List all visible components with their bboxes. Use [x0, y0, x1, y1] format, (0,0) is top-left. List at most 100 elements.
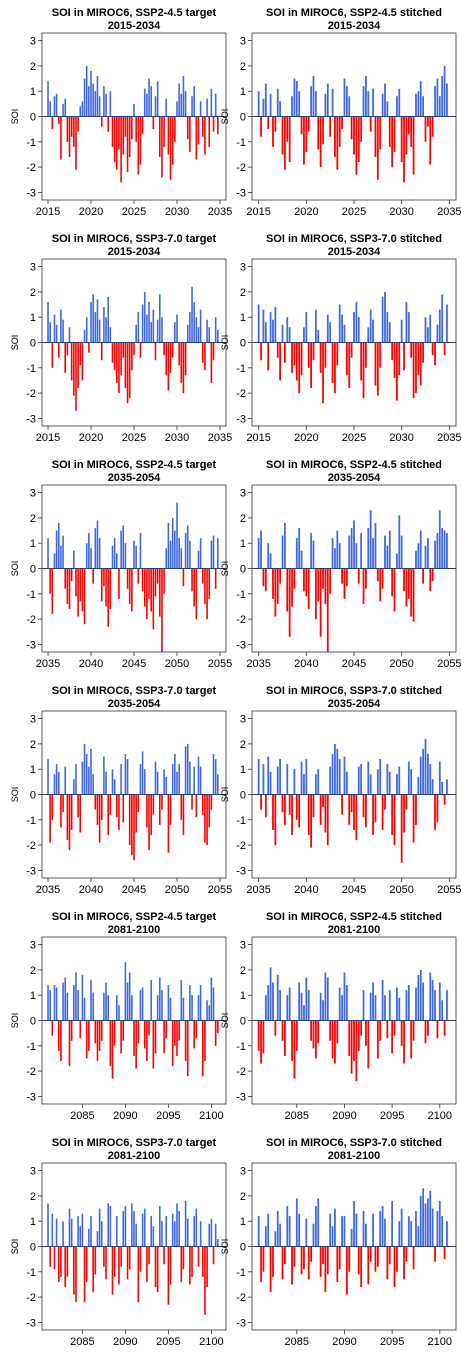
bar — [372, 794, 374, 835]
bar — [331, 754, 334, 795]
bar — [122, 794, 125, 823]
bar — [124, 754, 127, 795]
bar — [415, 987, 417, 1021]
bar — [374, 995, 377, 1021]
y-tick-label: 3 — [240, 262, 246, 274]
bar — [204, 794, 206, 843]
bar — [161, 1221, 163, 1247]
bar — [319, 992, 322, 1021]
chart-title: SOI in MIROC6, SSP2-4.5 target — [52, 7, 217, 19]
y-tick-label: 0 — [30, 112, 36, 124]
bar — [68, 1208, 71, 1247]
bar — [393, 1246, 396, 1287]
chart-title: SOI in MIROC6, SSP2-4.5 stitched — [266, 911, 442, 923]
bar — [300, 992, 303, 1021]
y-tick-label: 2 — [30, 739, 36, 751]
bar — [184, 1200, 187, 1247]
bar — [51, 568, 54, 615]
bar — [331, 88, 334, 117]
bar — [199, 766, 202, 795]
x-tick-label: 2035 — [246, 884, 270, 896]
bar — [305, 977, 308, 1021]
bar — [429, 764, 432, 795]
bar — [436, 533, 439, 569]
bar — [350, 342, 353, 358]
bar — [57, 522, 60, 569]
bar — [165, 342, 168, 376]
bar — [139, 533, 142, 569]
bar — [343, 568, 346, 599]
bar — [167, 985, 170, 1021]
y-tick-label: 3 — [240, 714, 246, 726]
bar — [288, 568, 291, 637]
bar — [77, 990, 79, 1021]
bar — [103, 992, 105, 1021]
bar — [57, 1020, 60, 1051]
bar — [109, 1020, 112, 1067]
bar — [295, 1198, 298, 1247]
bar — [206, 1000, 208, 1021]
bar — [310, 533, 312, 569]
bar — [135, 794, 137, 833]
bar — [310, 342, 312, 389]
y-tick-label: 2 — [30, 965, 36, 977]
chart-subtitle: 2081-2100 — [108, 924, 161, 936]
bar — [83, 743, 86, 795]
bar — [193, 1216, 195, 1247]
bar — [171, 517, 174, 569]
bar — [217, 1020, 219, 1034]
bar — [156, 771, 159, 795]
x-tick-label: 2045 — [122, 884, 146, 896]
y-tick-label: -1 — [26, 815, 36, 827]
bar — [367, 761, 370, 795]
bar — [49, 322, 51, 343]
bar — [326, 794, 329, 846]
bar — [381, 296, 384, 343]
bar — [286, 568, 289, 612]
bar — [212, 987, 215, 1021]
bar — [260, 1020, 262, 1064]
bar — [131, 116, 133, 140]
bar — [66, 794, 69, 841]
bar — [212, 342, 215, 361]
y-tick-label: 3 — [30, 262, 36, 274]
bar — [362, 342, 365, 399]
bar — [381, 93, 384, 117]
x-tick-label: 2095 — [156, 1336, 180, 1348]
bar — [62, 794, 64, 813]
bar — [312, 1020, 315, 1049]
chart-subtitle: 2035-2054 — [108, 698, 161, 710]
bar — [60, 794, 62, 828]
y-tick-label: -2 — [236, 1066, 246, 1078]
bar — [161, 794, 163, 810]
bar — [329, 1020, 332, 1041]
bar — [176, 771, 178, 795]
bar — [178, 1020, 180, 1041]
bar — [314, 1020, 317, 1059]
bar — [96, 76, 99, 117]
bar — [96, 299, 99, 343]
bar — [441, 76, 444, 117]
bar — [407, 1216, 410, 1247]
bar — [334, 743, 336, 795]
y-tick-label: -3 — [26, 1091, 36, 1103]
x-tick-label: 2100 — [199, 1336, 223, 1348]
bar — [417, 91, 420, 117]
x-tick-label: 2100 — [199, 1110, 223, 1122]
bar — [199, 985, 202, 1021]
bar — [193, 1020, 195, 1049]
bar — [70, 794, 73, 830]
bar — [393, 1020, 396, 1036]
chart-subtitle: 2015-2034 — [328, 20, 381, 32]
y-axis-label: SOI — [10, 787, 20, 803]
bar — [379, 342, 382, 368]
bar — [122, 116, 125, 155]
bar — [317, 568, 320, 602]
bar — [152, 794, 155, 815]
bar — [426, 327, 429, 343]
bar — [398, 515, 401, 569]
bar — [376, 769, 379, 795]
bar — [257, 759, 260, 795]
